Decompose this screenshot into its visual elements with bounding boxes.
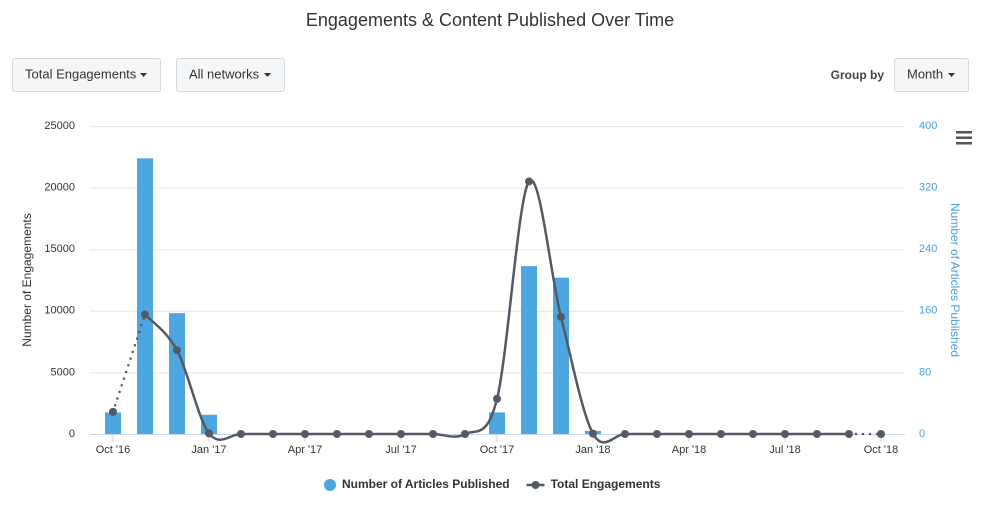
bar	[105, 412, 121, 434]
line-point	[429, 430, 437, 438]
caret	[140, 73, 147, 77]
x-tick-label: Apr '18	[672, 444, 707, 456]
line-point	[621, 430, 629, 438]
bar	[201, 414, 217, 434]
menu-bar[interactable]	[956, 131, 972, 134]
line-point	[653, 430, 661, 438]
menu-bar[interactable]	[956, 142, 972, 145]
bar	[137, 158, 153, 434]
line-point	[205, 429, 213, 438]
bar	[489, 412, 505, 434]
y2-axis-title: Number of Articles Published	[948, 203, 962, 357]
line-point	[557, 312, 565, 321]
y2-tick-label: 80	[919, 366, 931, 378]
dropdown-label[interactable]: Month	[907, 66, 943, 81]
y2-tick-label: 0	[919, 428, 925, 440]
x-tick-label: Apr '17	[288, 444, 323, 456]
line-point	[397, 430, 405, 438]
menu-bar[interactable]	[956, 136, 972, 140]
bar	[169, 313, 185, 434]
y-tick-label: 0	[69, 428, 75, 440]
line-point	[493, 394, 501, 403]
line-point	[301, 430, 309, 438]
line-point	[813, 430, 821, 438]
x-tick-label: Jul '17	[385, 444, 416, 456]
y2-tick-label: 400	[919, 120, 937, 132]
y-tick-label: 5000	[51, 366, 75, 378]
dropdown-box[interactable]	[176, 58, 285, 92]
dropdown-box[interactable]	[894, 58, 969, 92]
group-by-label: Group by	[831, 68, 885, 82]
bar	[521, 266, 537, 434]
line-point	[141, 310, 149, 319]
line-point	[877, 430, 885, 438]
dropdown-box[interactable]	[12, 58, 161, 92]
line-point	[269, 430, 277, 438]
line-point	[717, 430, 725, 438]
x-tick-label: Jan '17	[191, 444, 226, 456]
menu-button[interactable]	[956, 131, 972, 145]
caret	[264, 73, 271, 77]
y2-tick-label: 320	[919, 182, 937, 194]
x-tick-label: Oct '18	[864, 444, 899, 456]
x-tick-label: Oct '17	[480, 444, 515, 456]
line-point	[333, 430, 341, 438]
line-point	[589, 429, 597, 438]
line-point	[749, 430, 757, 438]
x-tick-label: Jan '18	[575, 444, 610, 456]
line-dotted	[111, 313, 147, 414]
legend-symbol	[324, 479, 336, 491]
line-point	[365, 430, 373, 438]
line-point	[461, 430, 469, 438]
metric-dropdown[interactable]: Total Engagements	[12, 58, 161, 92]
y-axis-title: Number of Engagements	[20, 213, 34, 346]
dropdown-label[interactable]: Total Engagements	[25, 66, 137, 81]
y-tick-label: 25000	[44, 120, 75, 132]
caret	[948, 73, 955, 77]
y2-tick-label: 240	[919, 243, 937, 255]
line-point	[237, 430, 245, 438]
line-point	[173, 346, 181, 355]
x-tick-label: Jul '18	[769, 444, 800, 456]
y-tick-label: 15000	[44, 243, 75, 255]
y2-tick-label: 160	[919, 305, 937, 317]
line-point	[845, 430, 853, 438]
group-by-dropdown[interactable]: Month	[894, 58, 969, 92]
y-tick-label: 20000	[44, 182, 75, 194]
y-tick-label: 10000	[44, 305, 75, 317]
legend-label: Number of Articles Published	[342, 477, 510, 491]
legend-label: Total Engagements	[551, 477, 661, 491]
line-point	[109, 407, 117, 416]
line-point	[781, 430, 789, 438]
dropdown-label[interactable]: All networks	[189, 66, 260, 81]
chart-title: Engagements & Content Published Over Tim…	[306, 10, 674, 30]
legend-symbol	[531, 481, 540, 489]
line-point	[685, 430, 693, 438]
line-point	[525, 177, 533, 186]
network-dropdown[interactable]: All networks	[176, 58, 285, 92]
bar	[553, 277, 569, 434]
x-tick-label: Oct '16	[96, 444, 131, 456]
